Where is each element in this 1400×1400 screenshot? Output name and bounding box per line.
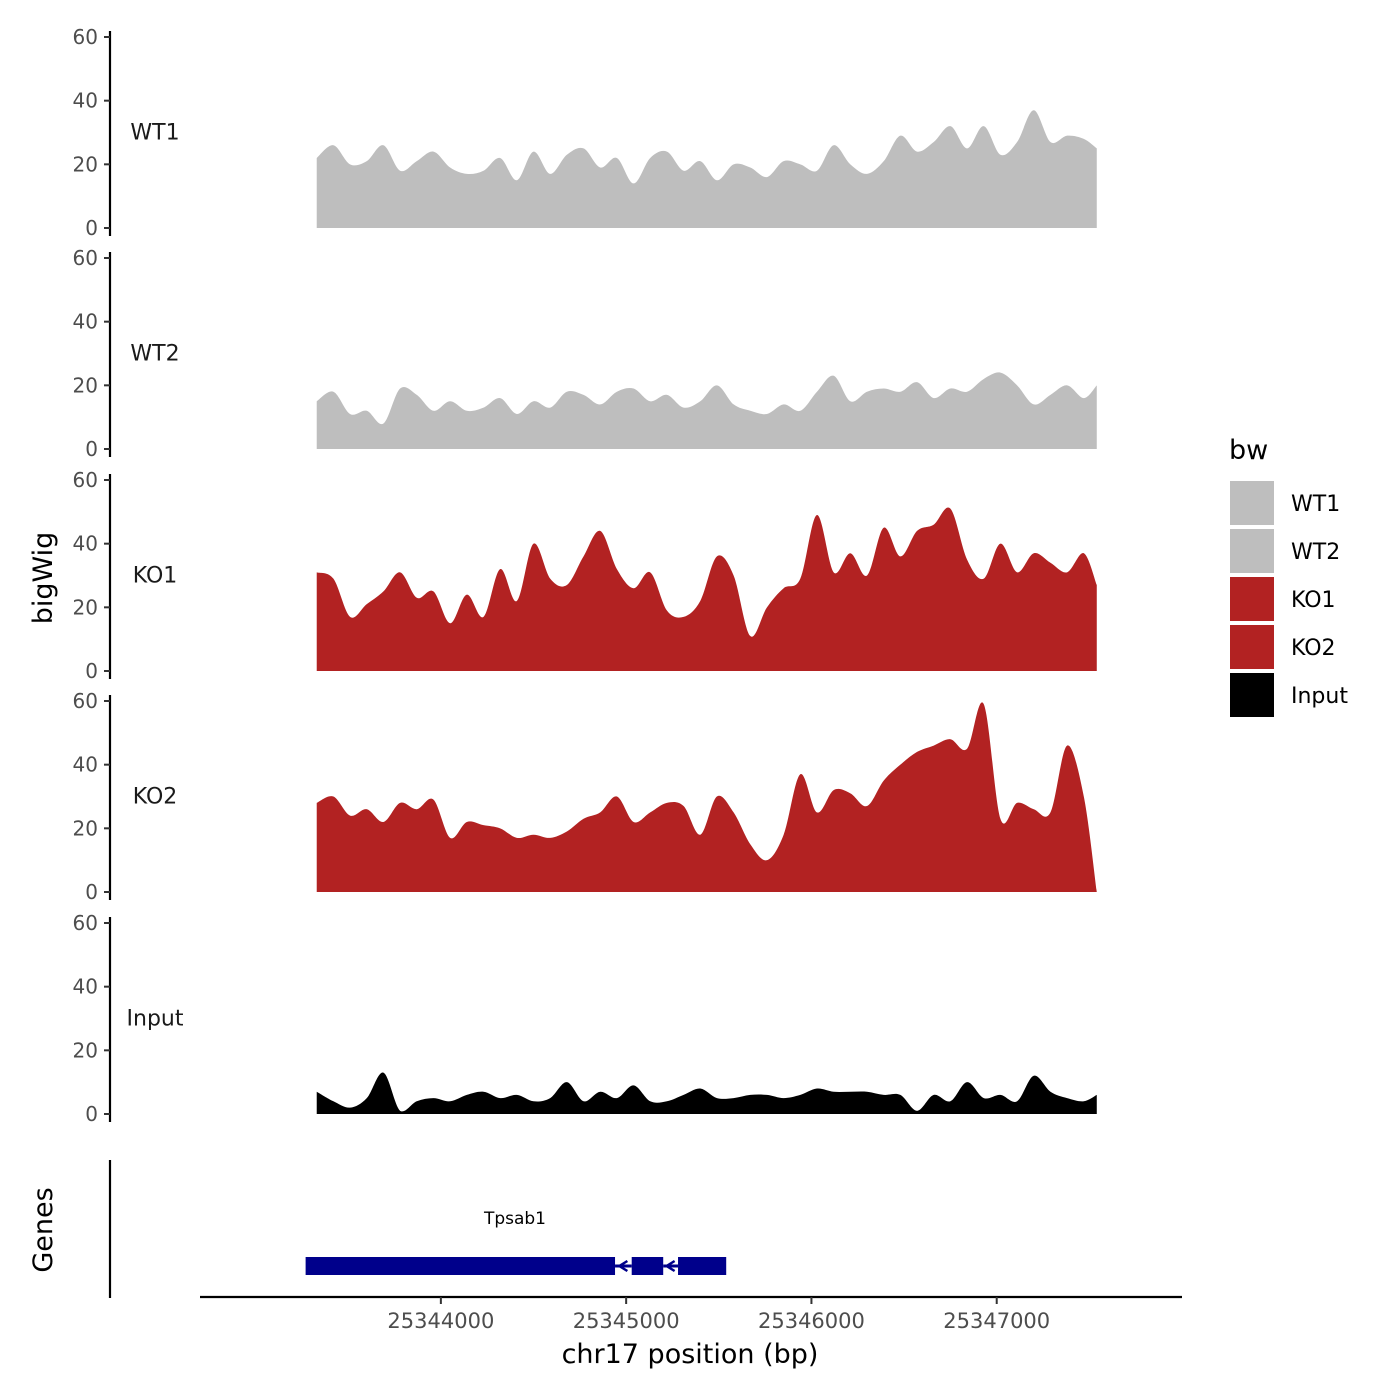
track-wt1: 0 20 40 60 WT1 [73, 25, 1097, 240]
legend-swatch [1230, 673, 1274, 717]
legend-swatch [1230, 481, 1274, 525]
y-tick-label: 0 [85, 216, 98, 240]
y-axis-title: bigWig [28, 532, 59, 625]
y-tick-label: 20 [73, 373, 98, 397]
y-tick-label: 20 [73, 152, 98, 176]
signal-area-wt2 [316, 372, 1097, 449]
y-tick-label: 0 [85, 659, 98, 683]
y-tick-label: 20 [73, 816, 98, 840]
x-axis-title: chr17 position (bp) [562, 1339, 819, 1370]
x-tick-label: 25347000 [943, 1309, 1050, 1333]
y-tick-label: 0 [85, 437, 98, 461]
y-tick-label: 60 [73, 246, 98, 270]
signal-area-ko2 [316, 702, 1097, 892]
legend-label: Input [1291, 684, 1348, 709]
track-ko1: 0 20 40 60 KO1 [73, 468, 1097, 683]
track-label: KO1 [133, 564, 178, 589]
track-label: WT2 [130, 342, 179, 367]
legend-item-wt1: WT1 [1230, 481, 1340, 525]
y-tick-label: 20 [73, 595, 98, 619]
legend-label: KO1 [1291, 588, 1336, 613]
y-tick-label: 0 [85, 1102, 98, 1126]
gene-name-label: Tpsab1 [483, 1209, 546, 1229]
y-tick-label: 60 [73, 25, 98, 49]
y-tick-label: 40 [73, 975, 98, 999]
track-label: Input [127, 1007, 184, 1032]
signal-tracks: 0 20 40 60 WT1 0 20 40 60 WT2 0 20 40 60 KO1 0 20 40 60 KO2… [73, 25, 1097, 1126]
strand-arrow [617, 1259, 629, 1273]
track-label: KO2 [133, 785, 178, 810]
y-tick-label: 40 [73, 89, 98, 113]
legend-item-ko2: KO2 [1230, 625, 1336, 669]
y-tick-label: 40 [73, 532, 98, 556]
legend-swatch [1230, 625, 1274, 669]
x-tick-label: 25346000 [758, 1309, 865, 1333]
gene-track: Tpsab1 [108, 1160, 727, 1298]
genes-track-label: Genes [28, 1187, 59, 1272]
x-tick-label: 25344000 [387, 1309, 494, 1333]
gene-exon [305, 1257, 616, 1275]
legend-swatch [1230, 529, 1274, 573]
gene-exon [678, 1257, 727, 1275]
legend-label: KO2 [1291, 636, 1336, 661]
y-tick-label: 60 [73, 911, 98, 935]
legend-label: WT2 [1291, 540, 1340, 565]
y-tick-label: 40 [73, 753, 98, 777]
y-tick-label: 0 [85, 880, 98, 904]
track-input: 0 20 40 60 Input [73, 911, 1097, 1126]
track-wt2: 0 20 40 60 WT2 [73, 246, 1097, 461]
legend-item-wt2: WT2 [1230, 529, 1340, 573]
strand-arrow [664, 1259, 676, 1273]
signal-area-wt1 [316, 110, 1097, 228]
y-tick-label: 60 [73, 689, 98, 713]
legend-label: WT1 [1291, 492, 1340, 517]
y-tick-label: 20 [73, 1038, 98, 1062]
signal-area-ko1 [316, 507, 1097, 671]
legend-swatch [1230, 577, 1274, 621]
legend-title: bw [1229, 435, 1268, 466]
y-tick-label: 60 [73, 468, 98, 492]
track-label: WT1 [130, 121, 179, 146]
signal-area-input [316, 1072, 1097, 1114]
legend-item-input: Input [1230, 673, 1348, 717]
gene-exon [631, 1257, 664, 1275]
x-axis: 25344000 25345000 25346000 25347000 [200, 1295, 1182, 1333]
track-ko2: 0 20 40 60 KO2 [73, 689, 1097, 904]
y-tick-label: 40 [73, 310, 98, 334]
legend: bw WT1 WT2 KO1 KO2 Input [1229, 435, 1348, 717]
x-tick-label: 25345000 [573, 1309, 680, 1333]
legend-item-ko1: KO1 [1230, 577, 1336, 621]
